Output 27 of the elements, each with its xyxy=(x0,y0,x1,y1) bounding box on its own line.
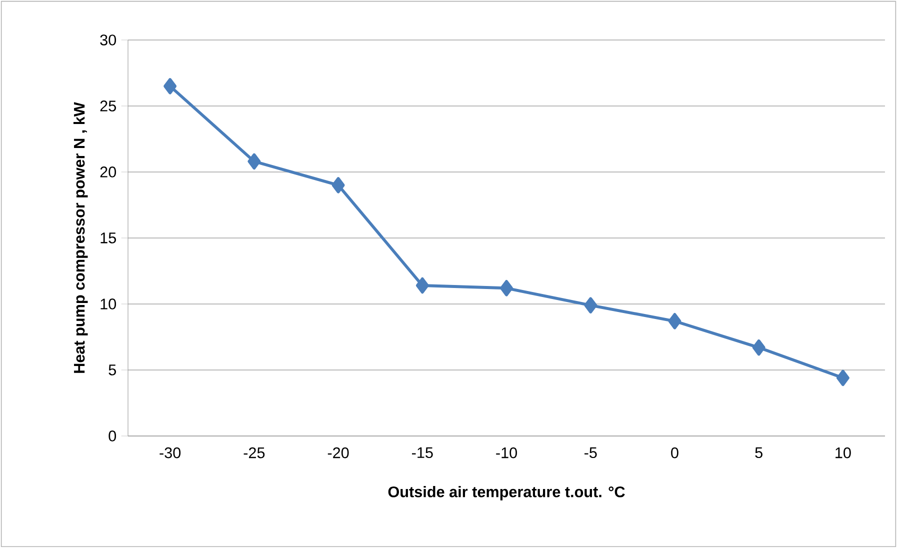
y-tick-label: 20 xyxy=(100,166,116,178)
y-tick-label: 5 xyxy=(108,364,116,376)
x-tick-label: -15 xyxy=(412,447,433,458)
x-tick-label: -25 xyxy=(244,447,265,458)
point xyxy=(500,280,513,296)
point xyxy=(164,78,177,94)
point xyxy=(332,177,345,194)
y-tick-label: 30 xyxy=(100,34,116,46)
x-tick-label: -5 xyxy=(584,447,597,458)
y-tick-label: 0 xyxy=(108,430,116,442)
x-tick-label: 0 xyxy=(671,447,678,458)
point xyxy=(584,297,598,314)
x-tick-label: -10 xyxy=(496,447,517,458)
point xyxy=(248,153,261,170)
point xyxy=(416,277,429,294)
x-tick-label: -20 xyxy=(328,447,349,458)
x-tick-label: 10 xyxy=(836,447,851,458)
x-tick-label: 5 xyxy=(755,447,762,458)
y-tick-label: 15 xyxy=(100,232,116,244)
x-tick-label: -30 xyxy=(160,447,181,458)
point xyxy=(752,339,766,356)
point xyxy=(836,370,850,386)
y-tick-label: 25 xyxy=(100,100,116,112)
y-axis-title: Heat pump compressor power N , kW xyxy=(73,102,88,373)
y-tick-label: 10 xyxy=(100,298,116,310)
x-axis-title: Outside air temperature t.out. °C xyxy=(388,486,625,500)
point xyxy=(668,313,682,330)
